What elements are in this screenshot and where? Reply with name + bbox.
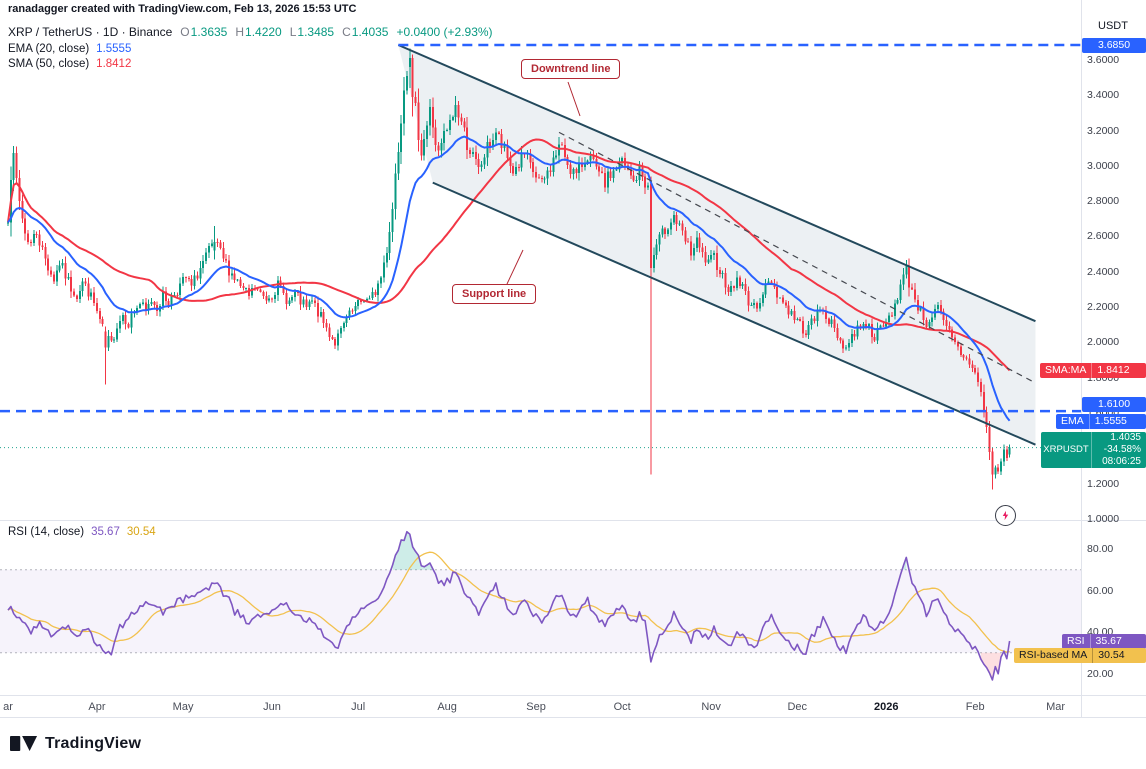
sma-badge-label: SMA:MA bbox=[1045, 364, 1087, 377]
sma-line bbox=[7, 138, 1011, 372]
price-tick: 1.2000 bbox=[1087, 477, 1120, 490]
ohlc-close: C 1.4035 bbox=[342, 25, 388, 39]
time-tick: Mar bbox=[1046, 701, 1066, 713]
ohlc-open: O 1.3635 bbox=[180, 25, 227, 39]
price-tick: 2.4000 bbox=[1087, 265, 1120, 278]
sma-legend-value: 1.8412 bbox=[96, 58, 132, 70]
change-value: +0.0400 (+2.93%) bbox=[396, 25, 493, 39]
ohlc-high: H 1.4220 bbox=[235, 25, 281, 39]
rsi-ma-badge-label: RSI-based MA bbox=[1019, 648, 1088, 661]
ema-badge-value: 1.5555 bbox=[1088, 413, 1132, 429]
rsi-plot bbox=[7, 530, 1011, 681]
time-axis[interactable]: ar Apr May Jun Jul Aug Sep Oct Nov Dec 2026 Feb Mar bbox=[0, 698, 1146, 716]
downtrend-line bbox=[397, 44, 1036, 323]
support-line-label[interactable]: Support line bbox=[452, 284, 537, 304]
time-tick: Feb bbox=[965, 701, 985, 713]
price-tick: 2.6000 bbox=[1087, 230, 1120, 243]
rsi-ma-badge-value: 30.54 bbox=[1092, 647, 1129, 663]
watermark-attribution: ranadagger created with TradingView.com,… bbox=[8, 3, 357, 15]
badge-ema-price: EMA 1.5555 bbox=[1056, 413, 1146, 429]
rsi-legend-label: RSI (14, close) bbox=[8, 526, 85, 538]
badge-sma-price: SMA:MA 1.8412 bbox=[1040, 363, 1146, 379]
time-tick: Sep bbox=[526, 701, 546, 713]
rsi-legend[interactable]: RSI (14, close) 35.67 30.54 bbox=[8, 526, 156, 538]
open-value: 1.3635 bbox=[190, 25, 228, 39]
time-tick: Aug bbox=[437, 701, 457, 713]
time-tick: ar bbox=[3, 701, 13, 713]
last-price-value: 1.4035 bbox=[1110, 431, 1141, 443]
price-tick: 3.4000 bbox=[1087, 89, 1120, 102]
support-price-value: 1.6100 bbox=[1097, 398, 1131, 411]
time-tick: Oct bbox=[613, 701, 631, 713]
bar-countdown: 08:06:25 bbox=[1102, 455, 1141, 467]
time-tick: 2026 bbox=[873, 701, 899, 713]
axis-currency-label: USDT bbox=[1098, 20, 1128, 32]
downtrend-line-label[interactable]: Downtrend line bbox=[521, 59, 621, 79]
ohlc-low: L 1.3485 bbox=[290, 25, 334, 39]
tradingview-logo-icon bbox=[10, 736, 38, 751]
badge-support-price: 1.6100 bbox=[1082, 397, 1146, 413]
rsi-ma-legend-value: 30.54 bbox=[126, 526, 156, 538]
rsi-tick: 60.00 bbox=[1087, 584, 1114, 597]
price-tick: 2.8000 bbox=[1087, 195, 1120, 208]
price-tick: 1.0000 bbox=[1087, 512, 1120, 525]
price-tick: 3.0000 bbox=[1087, 159, 1120, 172]
symbol-badge-values: 1.4035 -34.58% 08:06:25 bbox=[1091, 431, 1146, 468]
sma-legend-label: SMA (50, close) bbox=[8, 58, 90, 70]
open-label: O bbox=[180, 25, 190, 39]
badge-last-price: XRPUSDT 1.4035 -34.58% 08:06:25 bbox=[1041, 431, 1146, 468]
support-line bbox=[432, 181, 1036, 446]
price-tick: 3.2000 bbox=[1087, 124, 1120, 137]
ema-badge-label: EMA bbox=[1061, 414, 1084, 427]
price-tick: 2.2000 bbox=[1087, 301, 1120, 314]
ema-legend-value: 1.5555 bbox=[96, 43, 132, 55]
high-label: H bbox=[235, 25, 245, 39]
price-tick: 2.0000 bbox=[1087, 336, 1120, 349]
time-tick: Nov bbox=[701, 701, 721, 713]
price-axis[interactable]: 3.6000 3.4000 3.2000 3.0000 2.8000 2.6000 2.40… bbox=[1082, 0, 1146, 715]
time-tick: Jun bbox=[263, 701, 281, 713]
resistance-price-value: 3.6850 bbox=[1097, 39, 1131, 51]
rsi-tick: 80.00 bbox=[1087, 543, 1114, 555]
close-label: C bbox=[342, 25, 351, 39]
symbol-title[interactable]: XRP / TetherUS · 1D · Binance bbox=[8, 25, 173, 39]
lightning-trade-button[interactable] bbox=[995, 505, 1016, 526]
ema-legend-label: EMA (20, close) bbox=[8, 43, 90, 55]
rsi-badge-value: 35.67 bbox=[1089, 633, 1127, 649]
ema-legend[interactable]: EMA (20, close) 1.5555 bbox=[8, 43, 131, 55]
rsi-band bbox=[0, 569, 1081, 653]
time-tick: May bbox=[172, 701, 194, 713]
sma-badge-value: 1.8412 bbox=[1091, 363, 1134, 379]
low-label: L bbox=[289, 25, 297, 39]
rsi-legend-value: 35.67 bbox=[91, 526, 120, 538]
last-change-value: -34.58% bbox=[1103, 443, 1141, 455]
channel-midline bbox=[558, 131, 1036, 384]
time-tick: Jul bbox=[351, 701, 366, 713]
price-tick: 3.6000 bbox=[1087, 54, 1120, 66]
symbol-badge-label: XRPUSDT bbox=[1043, 444, 1089, 456]
badge-rsi-value: RSI 35.67 bbox=[1062, 633, 1146, 649]
badge-rsi-ma-value: RSI-based MA 30.54 bbox=[1014, 647, 1146, 663]
close-value: 1.4035 bbox=[351, 25, 389, 39]
rsi-badge-label: RSI bbox=[1067, 634, 1085, 647]
low-value: 1.3485 bbox=[297, 25, 335, 39]
ema-line bbox=[7, 135, 1011, 422]
tradingview-logo-text: TradingView bbox=[45, 734, 142, 752]
trend-channel-fill bbox=[398, 45, 1036, 445]
sma-legend[interactable]: SMA (50, close) 1.8412 bbox=[8, 58, 131, 70]
lightning-icon bbox=[1002, 510, 1009, 521]
high-value: 1.4220 bbox=[245, 25, 282, 39]
time-tick: Dec bbox=[787, 701, 808, 713]
time-tick: Apr bbox=[88, 701, 106, 713]
tradingview-logo[interactable]: TradingView bbox=[10, 734, 141, 753]
rsi-tick: 20.00 bbox=[1087, 667, 1114, 680]
badge-resistance-price: 3.6850 bbox=[1082, 38, 1146, 53]
candles bbox=[7, 48, 1011, 490]
